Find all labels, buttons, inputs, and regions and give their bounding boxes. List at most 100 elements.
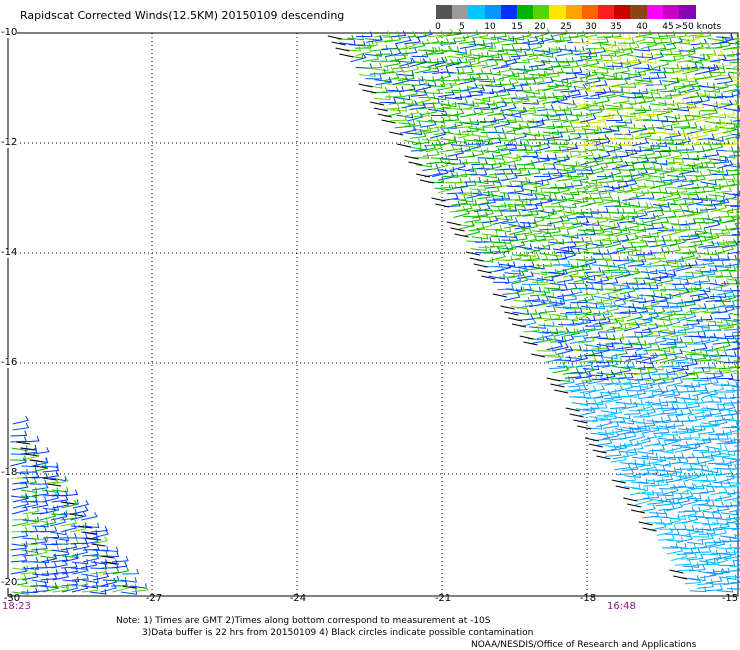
wind-barb — [676, 382, 694, 388]
wind-barb — [538, 92, 556, 100]
wind-barb — [619, 475, 637, 482]
wind-barb — [112, 555, 129, 563]
wind-barb — [677, 565, 694, 572]
wind-barb — [456, 121, 474, 129]
wind-barb — [604, 239, 622, 249]
wind-barb — [588, 117, 606, 124]
wind-barb — [634, 232, 652, 239]
wind-barb — [504, 53, 521, 63]
wind-barb — [569, 229, 587, 238]
wind-barb — [690, 303, 707, 310]
wind-barb — [587, 356, 605, 364]
contamination-barb — [419, 179, 435, 184]
wind-barb — [674, 559, 692, 566]
wind-barb — [712, 82, 730, 91]
wind-barb — [718, 304, 736, 314]
wind-barb — [578, 365, 595, 375]
wind-barb — [724, 500, 740, 507]
scale-tick-label: 5 — [459, 22, 465, 32]
wind-barb — [587, 324, 604, 332]
wind-barb — [631, 210, 648, 220]
wind-barb — [537, 104, 555, 112]
wind-barb — [483, 186, 500, 194]
wind-barb — [446, 188, 464, 195]
wind-barb — [52, 476, 69, 485]
wind-barb — [401, 100, 418, 109]
wind-barb — [515, 255, 533, 262]
wind-barb — [586, 54, 604, 62]
wind-barb — [131, 585, 149, 593]
wind-barb — [579, 324, 596, 332]
wind-barb — [471, 159, 488, 166]
wind-barb — [11, 445, 28, 452]
wind-barb — [719, 153, 736, 159]
wind-barb — [599, 105, 616, 112]
wind-barb — [553, 328, 571, 337]
wind-barb — [374, 94, 391, 101]
wind-barb — [515, 228, 533, 236]
wind-barb — [487, 108, 505, 117]
wind-barb — [574, 317, 592, 326]
wind-barb — [50, 511, 68, 521]
wind-barb — [690, 343, 708, 352]
wind-barb — [492, 61, 509, 70]
wind-barb — [729, 366, 740, 368]
wind-barb — [576, 255, 594, 262]
wind-barb — [704, 167, 722, 177]
wind-barb — [484, 69, 501, 76]
wind-barb — [586, 399, 604, 405]
wind-barb — [698, 240, 715, 248]
wind-barb — [643, 214, 661, 224]
wind-barb — [691, 161, 709, 169]
wind-barb — [712, 264, 730, 273]
wind-barb — [656, 275, 674, 285]
wind-barb — [722, 536, 740, 543]
wind-barb — [606, 227, 623, 236]
wind-barb — [723, 54, 740, 62]
wind-barb — [505, 140, 523, 146]
wind-barb — [676, 534, 694, 543]
wind-barb — [641, 241, 659, 248]
wind-barb — [638, 478, 656, 485]
wind-barb — [722, 481, 740, 488]
wind-barb — [694, 547, 712, 553]
wind-barb — [730, 227, 740, 231]
wind-barb — [580, 355, 597, 363]
wind-barb — [491, 143, 509, 153]
contamination-barb — [630, 509, 646, 514]
wind-barb — [12, 589, 29, 595]
wind-barb — [682, 575, 699, 581]
wind-barb — [429, 57, 446, 67]
wind-barb — [636, 317, 653, 326]
wind-barb — [399, 57, 416, 67]
wind-barb — [699, 304, 716, 310]
wind-barb — [400, 47, 418, 55]
wind-barb — [450, 171, 468, 177]
wind-barb — [468, 125, 485, 132]
wind-barb — [606, 61, 623, 67]
wind-barb — [528, 119, 545, 129]
wind-barb — [515, 200, 532, 206]
wind-barb — [11, 518, 29, 527]
wind-barb — [700, 204, 717, 211]
wind-barb — [437, 184, 455, 194]
wind-barb — [511, 94, 529, 100]
wind-barb — [544, 145, 562, 152]
wind-barb — [587, 197, 604, 205]
wind-barb — [705, 200, 723, 206]
wind-barb — [514, 44, 531, 51]
wind-barb — [724, 72, 740, 80]
wind-barb — [384, 35, 401, 43]
wind-barb — [678, 161, 696, 168]
wind-barb — [546, 132, 564, 140]
wind-barb — [542, 238, 560, 248]
wind-barb — [705, 104, 723, 111]
wind-barb — [633, 45, 651, 52]
wind-barb — [590, 88, 607, 97]
wind-barb — [464, 142, 482, 152]
wind-barb — [691, 195, 709, 201]
wind-barb — [399, 31, 417, 39]
wind-barb — [707, 371, 724, 380]
wind-barb — [655, 309, 673, 315]
wind-barb — [633, 400, 650, 406]
